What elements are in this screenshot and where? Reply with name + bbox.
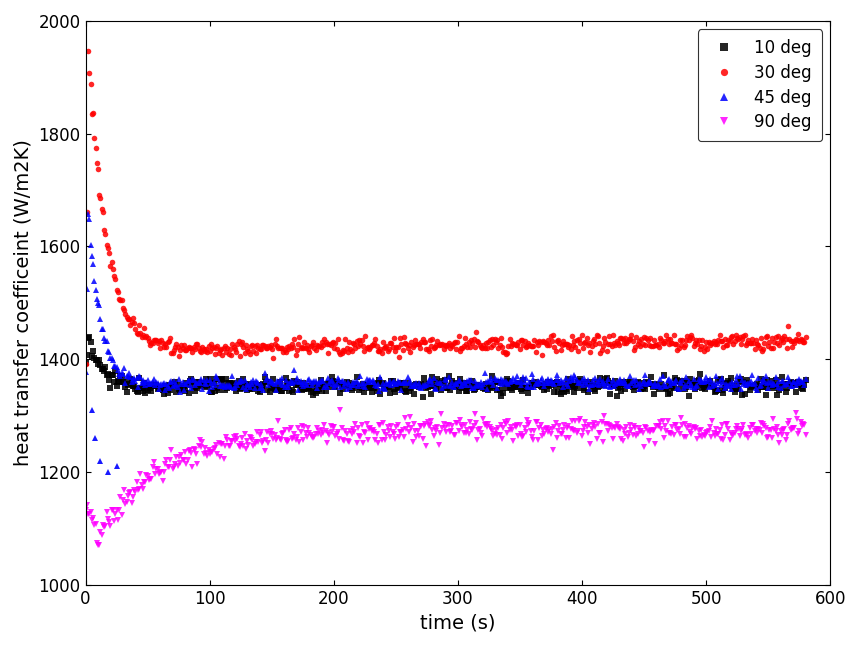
10 deg: [742, 376, 752, 384]
10 deg: [458, 379, 469, 387]
45 deg: [742, 380, 752, 388]
90 deg: [267, 430, 277, 438]
10 deg: [267, 382, 277, 390]
30 deg: [267, 346, 277, 353]
10 deg: [417, 393, 427, 401]
90 deg: [335, 406, 346, 414]
10 deg: [801, 377, 811, 384]
45 deg: [801, 375, 811, 383]
30 deg: [740, 341, 751, 349]
Line: 30 deg: 30 deg: [83, 48, 808, 367]
90 deg: [458, 430, 469, 437]
Legend: 10 deg, 30 deg, 45 deg, 90 deg: 10 deg, 30 deg, 45 deg, 90 deg: [697, 29, 822, 141]
90 deg: [751, 425, 761, 433]
30 deg: [749, 345, 759, 353]
Line: 90 deg: 90 deg: [83, 408, 808, 548]
X-axis label: time (s): time (s): [421, 613, 495, 632]
45 deg: [637, 380, 648, 388]
90 deg: [80, 506, 90, 514]
90 deg: [742, 431, 752, 439]
30 deg: [83, 47, 93, 55]
30 deg: [801, 333, 811, 341]
30 deg: [185, 344, 195, 352]
90 deg: [185, 446, 195, 453]
10 deg: [84, 333, 95, 340]
10 deg: [637, 384, 648, 392]
10 deg: [185, 377, 195, 384]
30 deg: [80, 360, 90, 368]
45 deg: [458, 379, 469, 386]
45 deg: [83, 210, 93, 218]
45 deg: [175, 388, 185, 396]
Y-axis label: heat transfer coefficeint (W/m2K): heat transfer coefficeint (W/m2K): [14, 140, 33, 466]
90 deg: [801, 431, 811, 439]
30 deg: [458, 344, 468, 352]
30 deg: [636, 335, 647, 342]
Line: 45 deg: 45 deg: [83, 211, 808, 395]
45 deg: [80, 368, 90, 375]
10 deg: [751, 382, 761, 390]
45 deg: [751, 384, 761, 391]
90 deg: [94, 541, 104, 549]
10 deg: [80, 359, 90, 367]
45 deg: [186, 384, 196, 392]
90 deg: [637, 429, 648, 437]
Line: 10 deg: 10 deg: [83, 334, 808, 400]
45 deg: [268, 380, 279, 388]
